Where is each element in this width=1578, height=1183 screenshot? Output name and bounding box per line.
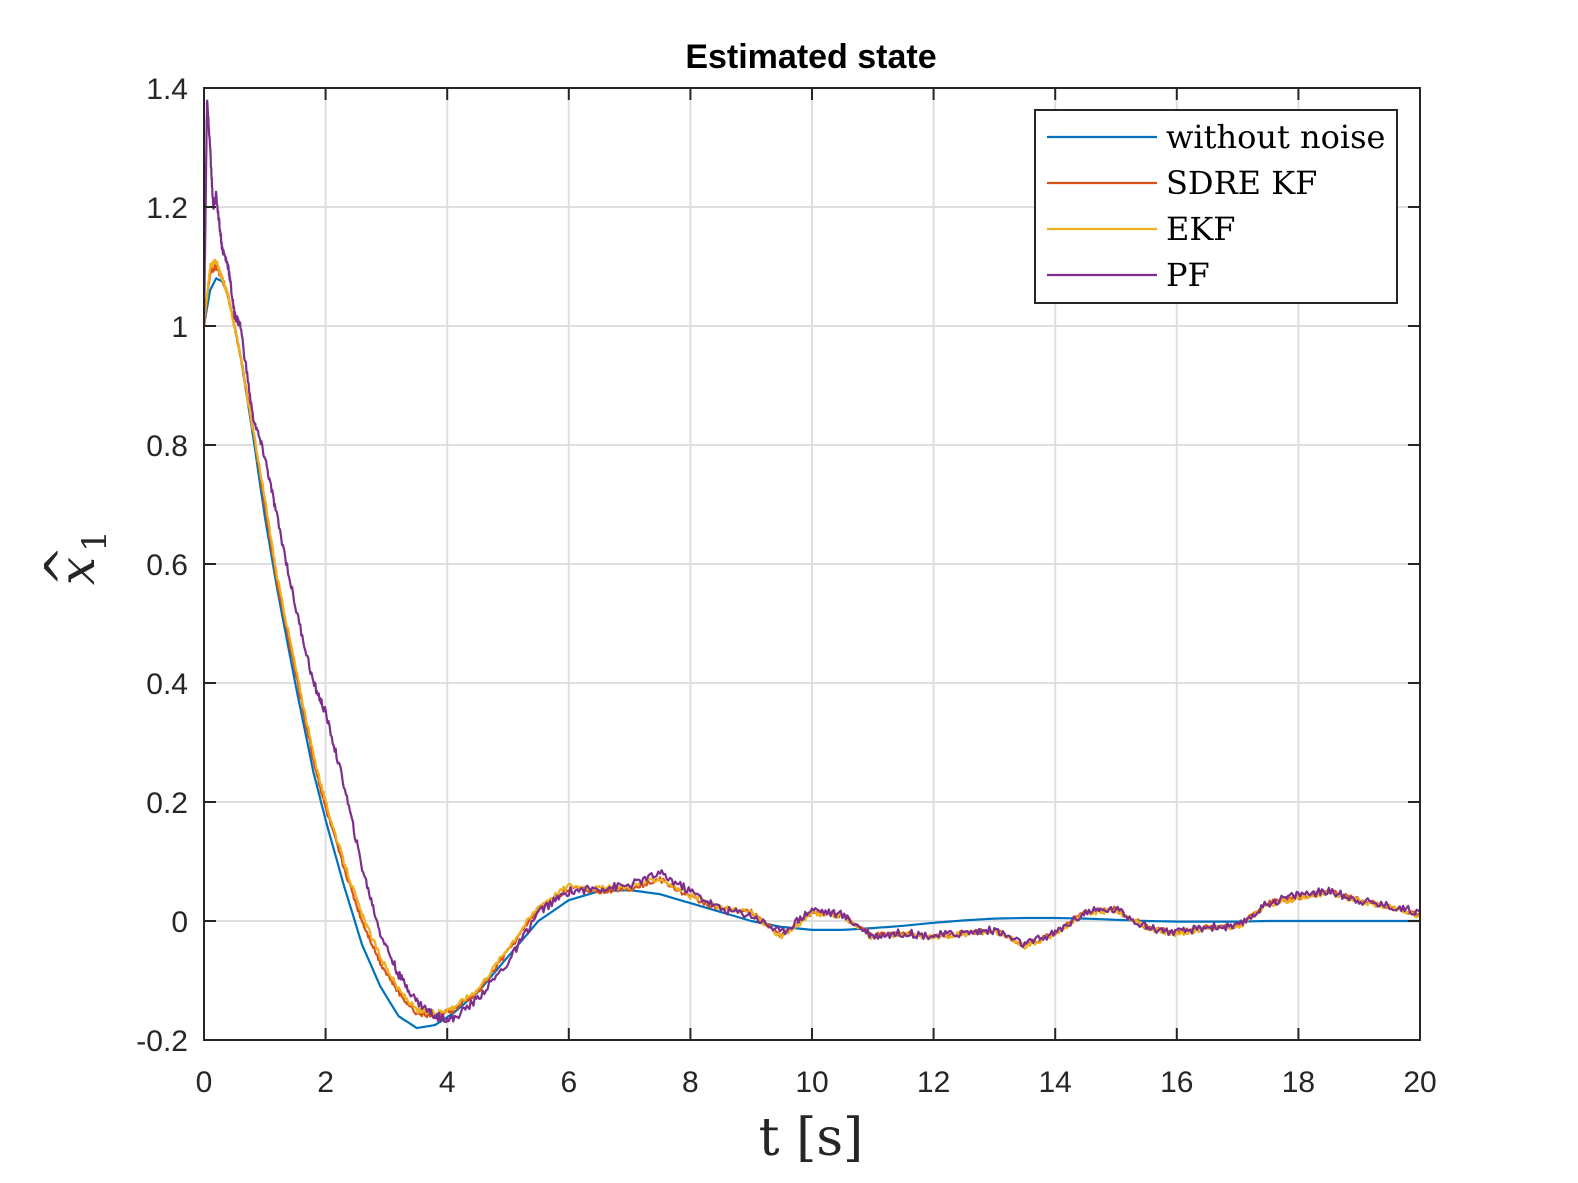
chart-title: Estimated state xyxy=(685,38,936,76)
x-axis-label: t [s] xyxy=(759,1108,864,1168)
y-axis-label: ^ x 1 xyxy=(34,530,115,587)
y-tick-label: 1.2 xyxy=(146,192,188,225)
series-line-3 xyxy=(202,99,1421,1024)
y-tick-label: 0.4 xyxy=(146,668,188,701)
y-tick-label: 0.2 xyxy=(146,787,188,820)
series-line-2 xyxy=(202,258,1421,1016)
y-tick-label: 0.8 xyxy=(146,430,188,463)
y-tick-label: -0.2 xyxy=(136,1025,188,1058)
y-axis-label-main: x xyxy=(48,557,106,585)
legend-entry: PF xyxy=(1166,256,1210,294)
x-tick-label: 12 xyxy=(917,1066,950,1099)
x-tick-label: 18 xyxy=(1282,1066,1315,1099)
legend-box xyxy=(1034,109,1398,304)
x-tick-label: 16 xyxy=(1160,1066,1193,1099)
legend-entry: without noise xyxy=(1166,118,1385,156)
y-axis-label-hat: ^ xyxy=(34,545,92,587)
x-tick-label: 0 xyxy=(196,1066,213,1099)
axis-ticks xyxy=(203,87,1421,1041)
x-tick-label: 14 xyxy=(1039,1066,1072,1099)
legend-entry: EKF xyxy=(1166,210,1235,248)
y-tick-label: 1.4 xyxy=(146,73,188,106)
y-tick-label: 0 xyxy=(171,906,188,939)
x-tick-labels: 0 2 4 6 8 10 12 14 16 18 20 xyxy=(196,1066,1437,1099)
x-tick-label: 2 xyxy=(317,1066,334,1099)
x-tick-label: 8 xyxy=(682,1066,699,1099)
x-tick-label: 6 xyxy=(560,1066,577,1099)
y-tick-labels: -0.2 0 0.2 0.4 0.6 0.8 1 1.2 1.4 xyxy=(136,73,188,1058)
x-tick-label: 10 xyxy=(795,1066,828,1099)
x-tick-label: 20 xyxy=(1403,1066,1436,1099)
y-axis-label-subscript: 1 xyxy=(75,530,115,552)
legend: without noise SDRE KF EKF PF xyxy=(1034,109,1398,304)
y-tick-label: 0.6 xyxy=(146,549,188,582)
legend-entry: SDRE KF xyxy=(1166,164,1317,202)
series-lines xyxy=(202,99,1421,1030)
x-tick-label: 4 xyxy=(439,1066,456,1099)
y-tick-label: 1 xyxy=(171,311,188,344)
